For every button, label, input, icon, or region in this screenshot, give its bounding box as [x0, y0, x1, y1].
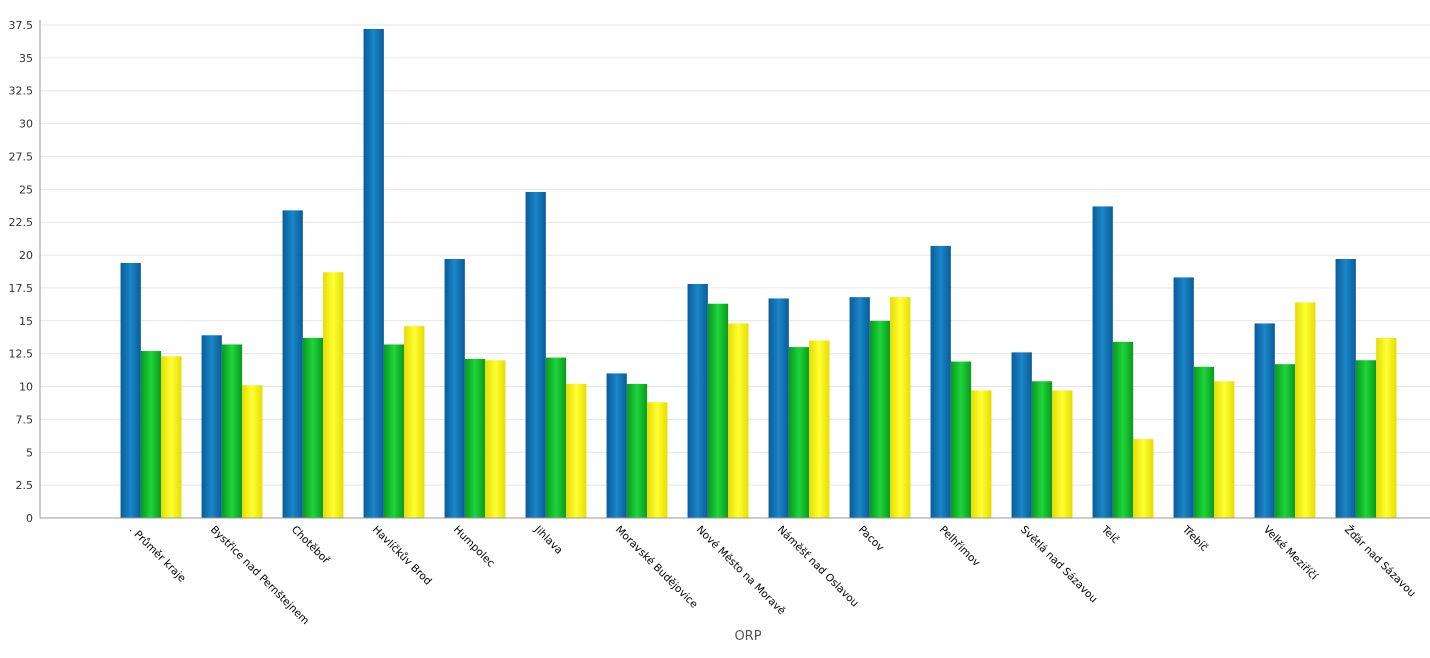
y-tick-label: 30	[19, 118, 33, 131]
bar-series-1-2	[282, 210, 303, 519]
bar-series-1-8	[768, 298, 789, 518]
y-tick-label: 17.5	[9, 282, 34, 295]
bar-series-1-9	[849, 297, 870, 518]
bar-series-3-1	[242, 385, 263, 518]
bar-series-2-0	[140, 351, 162, 518]
bar-series-3-15	[1376, 337, 1397, 518]
x-tick-label: Telč	[1098, 523, 1121, 546]
bar-series-1-15	[1335, 259, 1356, 518]
x-tick-label: Náměšť nad Oslavou	[775, 524, 861, 610]
y-tick-label: 35	[19, 52, 33, 65]
y-tick-label: 20	[19, 249, 33, 262]
bar-series-3-2	[323, 272, 344, 518]
x-tick-label: Humpolec	[451, 524, 497, 570]
bar-series-2-11	[1031, 381, 1053, 518]
x-tick-label: Pelhřimov	[937, 524, 982, 569]
x-tick-label: Bystřice nad Pernštejnem	[208, 524, 312, 628]
bar-series-1-3	[363, 28, 384, 518]
bar-series-3-6	[647, 402, 668, 518]
bar-series-1-14	[1254, 323, 1275, 518]
x-tick-label: Jihlava	[531, 523, 565, 557]
x-tick-label: Velké Meziříčí	[1261, 524, 1321, 584]
bars	[120, 28, 1397, 519]
bar-series-2-14	[1274, 364, 1296, 518]
y-tick-label: 5	[26, 446, 33, 459]
bar-series-3-11	[1052, 390, 1073, 518]
bar-series-3-14	[1295, 302, 1316, 518]
x-tick-label: Chotěboř	[289, 524, 332, 567]
y-tick-label: 37.5	[9, 19, 34, 32]
bar-series-2-12	[1112, 341, 1134, 518]
y-tick-label: 0	[26, 512, 33, 525]
bar-series-2-3	[383, 344, 405, 518]
x-tick-label: Havlíčkův Brod	[370, 524, 434, 588]
x-tick-label: Nové Město na Moravě	[694, 524, 788, 618]
y-tick-label: 15	[19, 315, 33, 328]
bar-series-2-7	[707, 303, 729, 518]
bar-series-1-6	[606, 373, 627, 518]
x-tick-label: . Průměr kraje	[127, 524, 188, 585]
x-tick-label: Moravské Budějovice	[613, 524, 700, 611]
bar-series-1-11	[1011, 352, 1032, 518]
y-axis-tick-labels: 0 2.5 5 7.5 10 12.5 15 17.5 20 22.5 25 27.5 30 32.5 35…	[9, 19, 34, 525]
bar-series-3-8	[809, 340, 830, 518]
bar-series-2-15	[1355, 360, 1377, 518]
y-tick-label: 32.5	[9, 85, 34, 98]
y-tick-label: 12.5	[9, 348, 34, 361]
x-axis-tick-labels: . Průměr kraje Bystřice nad PernštejnemCh…	[127, 523, 1419, 627]
bar-series-3-5	[566, 383, 587, 518]
bar-series-3-10	[971, 390, 992, 518]
x-tick-label: Pacov	[856, 524, 886, 554]
y-tick-label: 10	[19, 381, 33, 394]
bar-series-3-12	[1133, 439, 1154, 518]
y-tick-label: 27.5	[9, 150, 34, 163]
bar-series-2-8	[788, 347, 810, 518]
bar-series-3-13	[1214, 381, 1235, 518]
bar-series-3-7	[728, 323, 749, 518]
bar-series-2-10	[950, 361, 972, 518]
bar-series-2-2	[302, 337, 324, 518]
bar-series-3-3	[404, 326, 425, 518]
bar-series-3-0	[161, 356, 182, 518]
bar-series-1-12	[1092, 206, 1113, 518]
bar-series-2-13	[1193, 366, 1215, 518]
bar-series-1-0	[120, 262, 141, 518]
x-tick-label: Žďár nad Sázavou	[1342, 523, 1419, 600]
bar-series-1-10	[930, 245, 951, 518]
bar-series-1-1	[201, 335, 222, 518]
y-tick-label: 25	[19, 183, 33, 196]
bar-series-3-4	[485, 360, 506, 518]
bar-series-2-4	[464, 358, 486, 518]
bar-series-1-5	[525, 191, 546, 519]
y-tick-label: 7.5	[16, 413, 34, 426]
x-axis-title: ORP	[734, 629, 761, 644]
bar-series-1-4	[444, 259, 465, 518]
y-tick-label: 2.5	[16, 479, 34, 492]
axes	[39, 20, 1430, 519]
bar-series-2-5	[545, 357, 567, 518]
y-tick-label: 22.5	[9, 216, 34, 229]
bar-series-2-6	[626, 383, 648, 518]
x-tick-label: Třebíč	[1179, 523, 1210, 554]
x-tick-label: Světlá nad Sázavou	[1018, 524, 1100, 606]
bar-series-3-9	[890, 297, 911, 518]
bar-series-2-1	[221, 344, 243, 518]
bar-series-1-13	[1173, 277, 1194, 518]
bar-series-2-9	[869, 320, 891, 518]
bar-series-1-7	[687, 283, 708, 518]
